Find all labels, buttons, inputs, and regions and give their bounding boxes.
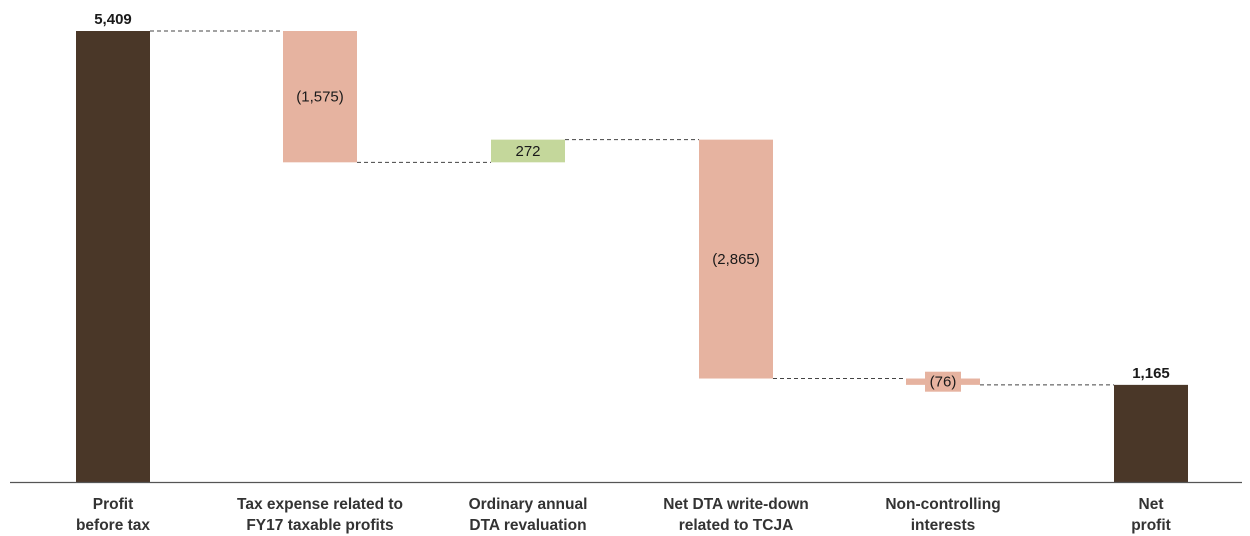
bar-1	[76, 31, 150, 482]
bar-6	[1114, 384, 1188, 482]
bar-3	[491, 139, 565, 163]
data-label-2: (1,575)	[296, 89, 344, 106]
category-label-line: Tax expense related to	[237, 496, 403, 513]
category-label-3: Ordinary annual DTA revaluation	[469, 496, 588, 534]
category-label-line: FY17 taxable profits	[246, 517, 393, 534]
category-label-line: interests	[911, 517, 976, 534]
data-label-box-5	[925, 371, 961, 392]
connector-lines	[150, 30, 1114, 386]
category-label-5: Non-controlling interests	[885, 496, 1000, 534]
data-label-1: 5,409	[94, 11, 132, 28]
data-label-4: (2,865)	[712, 251, 760, 268]
data-label-6: 1,165	[1132, 365, 1170, 382]
category-label-line: Non-controlling	[885, 496, 1000, 513]
category-label-1: Profit before tax	[76, 496, 150, 534]
bars	[76, 31, 1188, 482]
data-labels: 5,409 (1,575) 272 (2,865) (76) 1,165	[94, 11, 1170, 392]
category-label-6: Net profit	[1131, 496, 1171, 534]
category-label-line: Profit	[93, 496, 133, 513]
category-label-line: Ordinary annual	[469, 496, 588, 513]
category-label-line: DTA revaluation	[469, 517, 586, 534]
data-label-3: 272	[515, 143, 540, 160]
category-label-line: Net	[1139, 496, 1164, 513]
data-label-5: (76)	[930, 374, 957, 391]
category-label-line: related to TCJA	[679, 517, 794, 534]
bar-4	[699, 139, 773, 379]
bar-2	[283, 31, 357, 163]
category-labels: Profit before tax Tax expense related to FY…	[76, 496, 1171, 534]
category-label-line: before tax	[76, 517, 150, 534]
category-label-line: Net DTA write-down	[663, 496, 809, 513]
category-label-line: profit	[1131, 517, 1171, 534]
category-label-2: Tax expense related to FY17 taxable profi…	[237, 496, 403, 534]
category-label-4: Net DTA write-down related to TCJA	[663, 496, 809, 534]
